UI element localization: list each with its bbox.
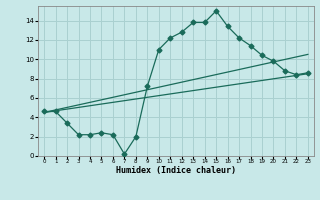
X-axis label: Humidex (Indice chaleur): Humidex (Indice chaleur) — [116, 166, 236, 175]
